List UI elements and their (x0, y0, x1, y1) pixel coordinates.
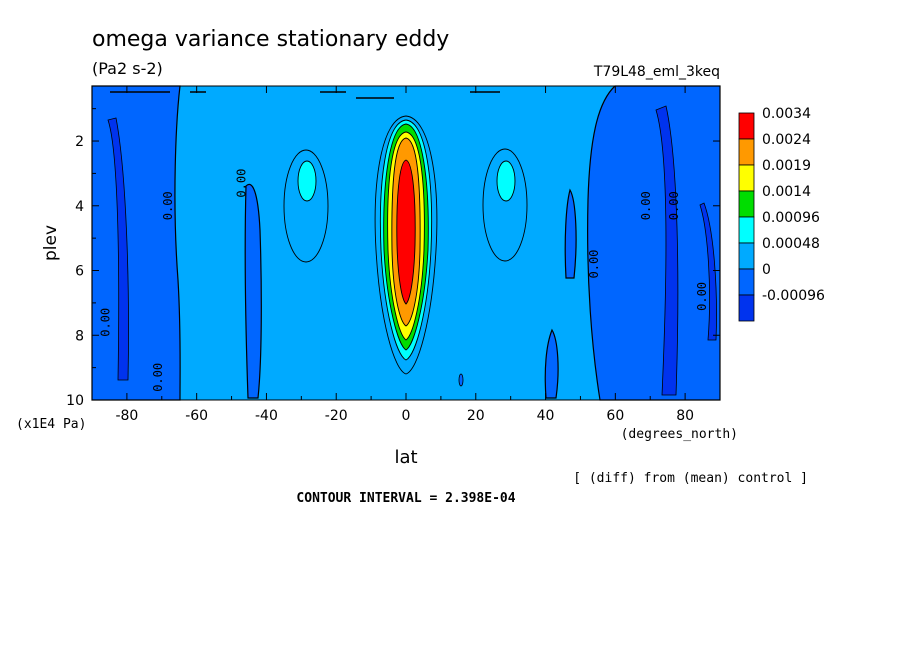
contour-label: 0.00 (98, 308, 112, 337)
y-tick-label: 10 (66, 393, 84, 409)
top-edge-contour (110, 91, 500, 99)
chart-title: omega variance stationary eddy (92, 27, 449, 52)
contour-interval: CONTOUR INTERVAL = 2.398E-04 (296, 491, 515, 506)
colorbar-swatch (738, 294, 755, 322)
y-tick-label: 6 (75, 264, 84, 280)
x-axis-units: (degrees_north) (621, 427, 738, 442)
x-tick-label: 20 (467, 408, 485, 424)
south-midlat-negative-column (244, 183, 262, 399)
colorbar-swatch (738, 164, 755, 192)
contour-label: 0.00 (667, 191, 681, 220)
colorbar-swatch (738, 138, 755, 166)
colorbar-swatch (738, 242, 755, 270)
x-tick-label: 40 (537, 408, 555, 424)
colorbar-label: 0.0034 (762, 106, 811, 122)
north-subtropical-contour (482, 148, 528, 262)
y-tick-label: 8 (75, 328, 84, 344)
north-polar-edge-patch (699, 202, 717, 341)
x-tick-label: 60 (606, 408, 624, 424)
colorbar-swatch (738, 112, 755, 140)
south-subtropical-contour (283, 149, 329, 263)
contour-label: 0.00 (587, 250, 601, 279)
equatorial-red-core (396, 159, 416, 305)
y-axis: 2 4 6 8 10 (66, 108, 720, 409)
contour-labels: 0.00 0.00 0.00 0.00 0.00 0.00 0.00 0.00 (98, 169, 709, 392)
south-polar-deep-patch (107, 117, 129, 381)
contour-label: 0.00 (639, 191, 653, 220)
colorbar-swatch (738, 216, 755, 244)
y-tick-label: 4 (75, 199, 84, 215)
colorbar-swatch (738, 268, 755, 296)
north-midlat-lower-column (544, 328, 559, 399)
small-negative-blob (458, 373, 464, 387)
run-label: T79L48_eml_3keq (593, 64, 720, 80)
y-axis-units: (x1E4 Pa) (16, 417, 86, 432)
north-polar-negative-region (587, 85, 721, 401)
source-note: [ (diff) from (mean) control ] (573, 471, 808, 486)
colorbar-label: 0.00048 (762, 236, 820, 252)
north-polar-deep-patch (655, 105, 679, 396)
colorbar-label: 0.0014 (762, 184, 811, 200)
x-tick-label: -80 (115, 408, 138, 424)
contour-label: 0.00 (161, 191, 175, 220)
colorbar-label: 0.0024 (762, 132, 811, 148)
x-tick-label: -60 (185, 408, 208, 424)
x-axis: -80 -60 -40 -20 0 20 40 60 80 (91, 86, 721, 424)
north-midlat-negative-column (564, 188, 577, 279)
chart-units: (Pa2 s-2) (92, 59, 163, 78)
x-tick-label: 80 (676, 408, 694, 424)
colorbar: 0.0034 0.0024 0.0019 0.0014 0.00096 0.00048 0 -… (738, 106, 825, 322)
contour-label: 0.00 (151, 363, 165, 392)
x-tick-label: -40 (255, 408, 278, 424)
x-tick-label: 0 (402, 408, 411, 424)
x-tick-label: -20 (325, 408, 348, 424)
colorbar-swatch (738, 190, 755, 218)
colorbar-label: 0.0019 (762, 158, 811, 174)
south-subtropical-cyan (297, 160, 317, 202)
x-axis-label: lat (394, 447, 417, 468)
south-polar-negative-region (91, 85, 181, 401)
plot-area: 0.00 0.00 0.00 0.00 0.00 0.00 0.00 0.00 (91, 85, 721, 401)
y-tick-label: 2 (75, 134, 84, 150)
colorbar-label: -0.00096 (762, 288, 825, 304)
north-subtropical-cyan (496, 160, 516, 202)
colorbar-label: 0 (762, 262, 771, 278)
y-axis-label: plev (41, 225, 61, 261)
contour-label: 0.00 (235, 169, 249, 198)
colorbar-label: 0.00096 (762, 210, 820, 226)
contour-label: 0.00 (695, 282, 709, 311)
